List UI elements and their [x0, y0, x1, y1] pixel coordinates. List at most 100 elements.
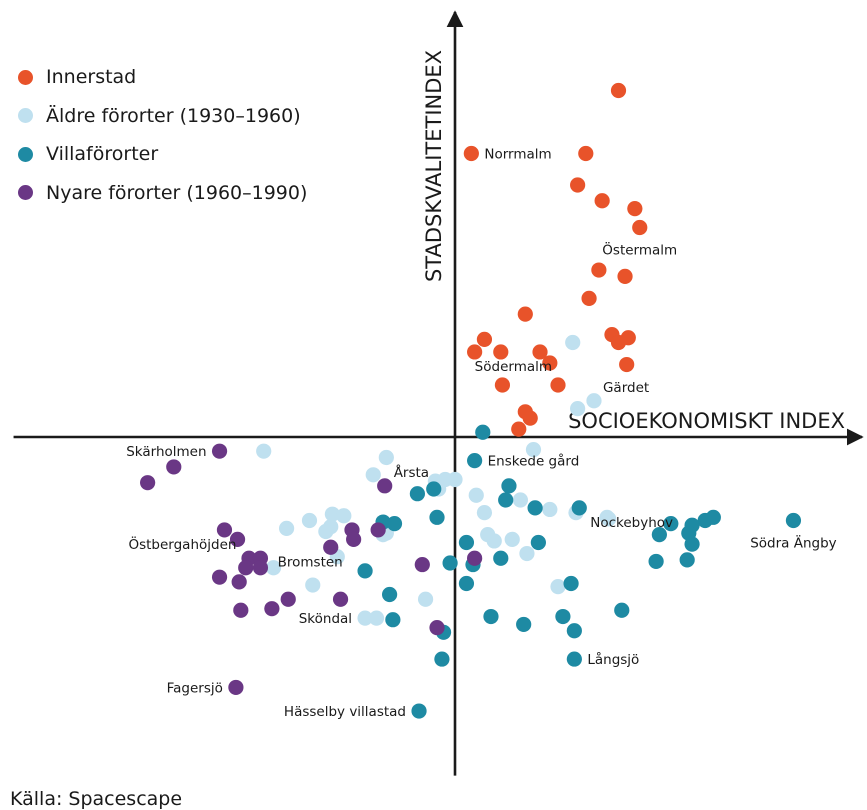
data-point: [458, 575, 475, 592]
data-point: [238, 560, 254, 576]
legend-item: Äldre förorter (1930–1960): [18, 97, 307, 136]
data-point: [570, 177, 586, 193]
data-point: [386, 516, 403, 532]
data-point: [516, 616, 532, 633]
data-point: [705, 509, 721, 525]
data-point: [166, 459, 182, 475]
source-note: Källa: Spacescape: [10, 788, 183, 810]
data-point: [530, 534, 546, 551]
data-point: [467, 344, 483, 360]
legend-label: Äldre förorter (1930–1960): [46, 104, 301, 127]
data-point: [493, 550, 509, 566]
data-point: [684, 536, 700, 552]
data-point: [542, 355, 558, 371]
data-point: [570, 401, 586, 417]
data-point: [256, 443, 272, 459]
data-point: [504, 531, 520, 547]
data-point: [591, 262, 607, 278]
data-point: [377, 478, 393, 494]
data-point: [475, 424, 491, 440]
point-label: Södermalm: [475, 359, 552, 375]
data-point: [357, 563, 373, 579]
data-point: [599, 509, 615, 525]
data-point: [542, 501, 558, 518]
data-point: [511, 421, 527, 437]
data-point: [447, 471, 463, 488]
data-point: [318, 523, 334, 540]
legend-marker: [18, 185, 33, 201]
data-point: [467, 453, 483, 469]
y-axis-label: STADSKVALITETINDEX: [422, 50, 446, 282]
data-point: [663, 516, 679, 532]
data-point: [483, 608, 499, 625]
data-point: [565, 334, 581, 351]
legend-item: Nyare förorter (1960–1990): [18, 174, 307, 213]
point-label: Nockebyhov: [590, 515, 673, 531]
data-point: [486, 533, 502, 549]
data-point: [229, 531, 246, 547]
data-point: [563, 575, 579, 592]
data-point: [581, 290, 597, 306]
data-point: [336, 508, 352, 524]
data-point: [525, 442, 542, 458]
data-point: [517, 306, 533, 322]
data-point: [211, 569, 228, 585]
point-label: Enskede gård: [488, 453, 580, 470]
data-point: [411, 703, 427, 719]
data-point: [651, 527, 667, 543]
data-point: [378, 449, 394, 466]
point-label: Bromsten: [278, 554, 343, 570]
point-label: Årsta: [394, 464, 429, 481]
data-point: [370, 522, 386, 538]
x-axis-label: SOCIOEKONOMISKT INDEX: [568, 409, 845, 433]
data-point: [679, 552, 695, 568]
legend-item: Villaförorter: [18, 135, 307, 174]
series-3: [140, 443, 483, 696]
data-point: [467, 550, 483, 566]
data-point: [648, 553, 664, 570]
data-point: [264, 601, 280, 617]
legend-item: Innerstad: [18, 58, 307, 97]
data-point: [324, 506, 340, 522]
data-point: [550, 579, 566, 595]
data-point: [627, 201, 643, 217]
data-point: [357, 610, 373, 626]
point-label: Sköndal: [299, 611, 352, 627]
point-label: Södra Ängby: [750, 533, 836, 551]
data-point: [211, 443, 228, 459]
series-1: [256, 334, 617, 626]
data-point: [280, 591, 296, 607]
data-point: [442, 555, 458, 571]
point-label: Fagersjö: [167, 680, 223, 696]
data-point: [346, 531, 362, 547]
data-point: [414, 556, 430, 573]
data-point: [522, 410, 538, 426]
series-0: [463, 82, 648, 437]
data-point: [216, 522, 233, 538]
data-point: [429, 619, 445, 636]
data-point: [458, 534, 475, 551]
data-point: [429, 509, 445, 525]
data-point: [409, 486, 425, 502]
data-point: [417, 591, 434, 607]
legend: Innerstad Äldre förorter (1930–1960) Villa…: [18, 58, 307, 212]
data-point: [426, 481, 442, 497]
data-point: [434, 651, 450, 667]
point-label: Östermalm: [602, 241, 677, 259]
legend-marker: [18, 69, 33, 85]
data-point: [493, 344, 509, 360]
point-label: Skärholmen: [126, 444, 206, 460]
data-point: [265, 560, 282, 576]
legend-label: Innerstad: [46, 66, 137, 89]
data-point: [594, 193, 610, 209]
data-point: [550, 377, 566, 393]
data-point: [519, 545, 535, 562]
data-point: [527, 500, 543, 516]
data-point: [233, 602, 249, 618]
data-point: [566, 623, 582, 639]
point-label: Norrmalm: [484, 147, 551, 163]
data-point: [368, 610, 385, 626]
data-point: [566, 651, 582, 667]
point-label: Östbergahöjden: [128, 535, 236, 553]
point-label: Gärdet: [603, 380, 649, 396]
